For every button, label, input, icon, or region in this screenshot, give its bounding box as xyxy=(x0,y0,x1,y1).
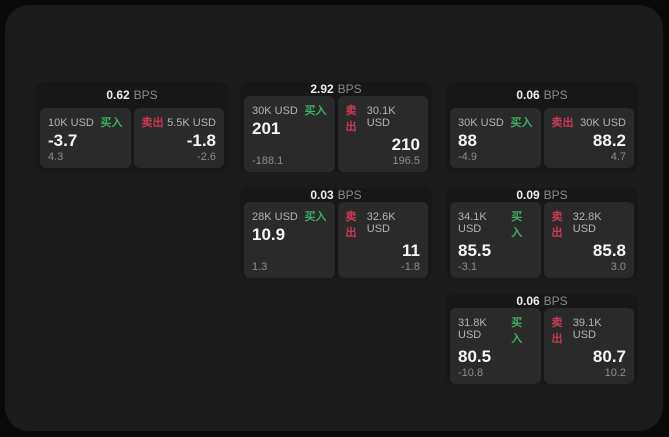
bps-suffix: BPS xyxy=(133,88,158,103)
sell-pane[interactable]: 卖出 5.5K USD -1.8 -2.6 xyxy=(133,108,224,168)
bps-value: 0.06 xyxy=(516,88,540,103)
sell-price: 85.8 xyxy=(592,241,626,260)
sell-amount: 30.1K USD xyxy=(366,105,396,129)
buy-pane[interactable]: 30K USD 买入 88 -4.9 xyxy=(450,108,541,168)
bps-header: 0.03 BPS xyxy=(240,188,432,202)
price-tile: 0.62 BPS 10K USD 买入 -3.7 4.3 卖出 5.5K USD xyxy=(36,82,228,172)
sell-delta: 3.0 xyxy=(610,260,626,273)
tile-body: 31.8K USD 买入 80.5 -10.8 卖出 39.1K USD 80.… xyxy=(446,308,638,388)
buy-pane[interactable]: 10K USD 买入 -3.7 4.3 xyxy=(40,108,131,168)
buy-price: 10.9 xyxy=(252,225,286,244)
sell-amount: 5.5K USD xyxy=(167,117,216,130)
bps-value: 0.06 xyxy=(516,294,540,308)
sell-price: -1.8 xyxy=(186,131,216,151)
buy-label: 买入 xyxy=(511,211,523,239)
buy-amount: 30K USD xyxy=(252,105,298,117)
sell-label: 卖出 xyxy=(551,117,574,130)
buy-price: 80.5 xyxy=(458,347,492,366)
bps-suffix: BPS xyxy=(543,294,568,308)
sell-amount: 32.6K USD xyxy=(366,211,396,235)
buy-label: 买入 xyxy=(511,317,523,345)
bps-value: 2.92 xyxy=(310,82,334,96)
sell-pane[interactable]: 卖出 30K USD 88.2 4.7 xyxy=(543,108,634,168)
price-tile: 2.92 BPS 30K USD 买入 201 -188.1 卖出 30.1K … xyxy=(240,82,432,172)
tile-body: 30K USD 买入 88 -4.9 卖出 30K USD 88.2 4.7 xyxy=(446,108,638,172)
buy-delta: -4.9 xyxy=(458,151,477,163)
sell-label: 卖出 xyxy=(345,105,357,133)
sell-pane[interactable]: 卖出 32.6K USD 11 -1.8 xyxy=(337,202,428,278)
buy-pane[interactable]: 34.1K USD 买入 85.5 -3.1 xyxy=(450,202,541,278)
buy-amount: 34.1K USD xyxy=(458,211,487,235)
buy-delta: 1.3 xyxy=(252,260,268,273)
sell-pane[interactable]: 卖出 32.8K USD 85.8 3.0 xyxy=(543,202,634,278)
tile-body: 34.1K USD 买入 85.5 -3.1 卖出 32.8K USD 85.8… xyxy=(446,202,638,282)
tile-body: 28K USD 买入 10.9 1.3 卖出 32.6K USD 11 -1.8 xyxy=(240,202,432,282)
sell-label: 卖出 xyxy=(551,211,563,239)
buy-pane[interactable]: 31.8K USD 买入 80.5 -10.8 xyxy=(450,308,541,384)
price-tile: 0.09 BPS 34.1K USD 买入 85.5 -3.1 卖出 32.8K… xyxy=(446,188,638,278)
sell-pane[interactable]: 卖出 30.1K USD 210 196.5 xyxy=(337,96,428,172)
sell-label: 卖出 xyxy=(345,211,357,239)
bps-header: 0.62 BPS xyxy=(36,82,228,108)
price-tile: 0.03 BPS 28K USD 买入 10.9 1.3 卖出 32.6K US… xyxy=(240,188,432,278)
sell-amount: 30K USD xyxy=(580,117,626,130)
sell-label: 卖出 xyxy=(141,117,164,130)
buy-price: 88 xyxy=(458,131,477,151)
buy-amount: 31.8K USD xyxy=(458,317,487,341)
sell-amount: 32.8K USD xyxy=(572,211,602,235)
buy-price: -3.7 xyxy=(48,131,78,151)
tile-body: 10K USD 买入 -3.7 4.3 卖出 5.5K USD -1.8 -2.… xyxy=(36,108,228,172)
bps-header: 0.06 BPS xyxy=(446,294,638,308)
buy-amount: 28K USD xyxy=(252,211,298,223)
sell-label: 卖出 xyxy=(551,317,563,345)
tile-body: 30K USD 买入 201 -188.1 卖出 30.1K USD 210 1… xyxy=(240,96,432,176)
bps-header: 2.92 BPS xyxy=(240,82,432,96)
sell-price: 88.2 xyxy=(592,131,626,151)
sell-pane[interactable]: 卖出 39.1K USD 80.7 10.2 xyxy=(543,308,634,384)
sell-delta: 4.7 xyxy=(610,151,626,163)
tile-column-2: 2.92 BPS 30K USD 买入 201 -188.1 卖出 30.1K … xyxy=(240,82,432,278)
bps-header: 0.09 BPS xyxy=(446,188,638,202)
bps-suffix: BPS xyxy=(337,82,362,96)
buy-label: 买入 xyxy=(304,211,327,223)
buy-label: 买入 xyxy=(100,117,123,130)
buy-delta: -188.1 xyxy=(252,154,284,167)
buy-pane[interactable]: 28K USD 买入 10.9 1.3 xyxy=(244,202,335,278)
sell-price: 11 xyxy=(402,241,420,260)
buy-label: 买入 xyxy=(304,105,327,117)
sell-delta: -2.6 xyxy=(197,151,216,163)
bps-value: 0.62 xyxy=(106,88,130,103)
buy-delta: 4.3 xyxy=(48,151,64,163)
sell-price: 80.7 xyxy=(592,347,626,366)
bps-suffix: BPS xyxy=(543,88,568,103)
sell-delta: 196.5 xyxy=(392,154,420,167)
sell-price: 210 xyxy=(391,135,420,154)
buy-price: 85.5 xyxy=(458,241,492,260)
bps-value: 0.09 xyxy=(516,188,540,202)
buy-price: 201 xyxy=(252,119,281,138)
main-panel: 0.62 BPS 10K USD 买入 -3.7 4.3 卖出 5.5K USD xyxy=(5,5,663,431)
buy-amount: 30K USD xyxy=(458,117,504,130)
tile-column-1: 0.62 BPS 10K USD 买入 -3.7 4.3 卖出 5.5K USD xyxy=(36,82,228,172)
buy-pane[interactable]: 30K USD 买入 201 -188.1 xyxy=(244,96,335,172)
buy-label: 买入 xyxy=(510,117,533,130)
bps-suffix: BPS xyxy=(543,188,568,202)
sell-delta: 10.2 xyxy=(604,366,626,379)
bps-suffix: BPS xyxy=(337,188,362,202)
bps-header: 0.06 BPS xyxy=(446,82,638,108)
price-tile: 0.06 BPS 31.8K USD 买入 80.5 -10.8 卖出 39.1… xyxy=(446,294,638,384)
buy-delta: -10.8 xyxy=(458,366,484,379)
buy-amount: 10K USD xyxy=(48,117,94,130)
buy-delta: -3.1 xyxy=(458,260,477,273)
sell-delta: -1.8 xyxy=(401,260,420,273)
bps-value: 0.03 xyxy=(310,188,334,202)
price-tile: 0.06 BPS 30K USD 买入 88 -4.9 卖出 30K USD xyxy=(446,82,638,172)
tile-column-3: 0.06 BPS 30K USD 买入 88 -4.9 卖出 30K USD xyxy=(446,82,638,384)
sell-amount: 39.1K USD xyxy=(572,317,602,341)
